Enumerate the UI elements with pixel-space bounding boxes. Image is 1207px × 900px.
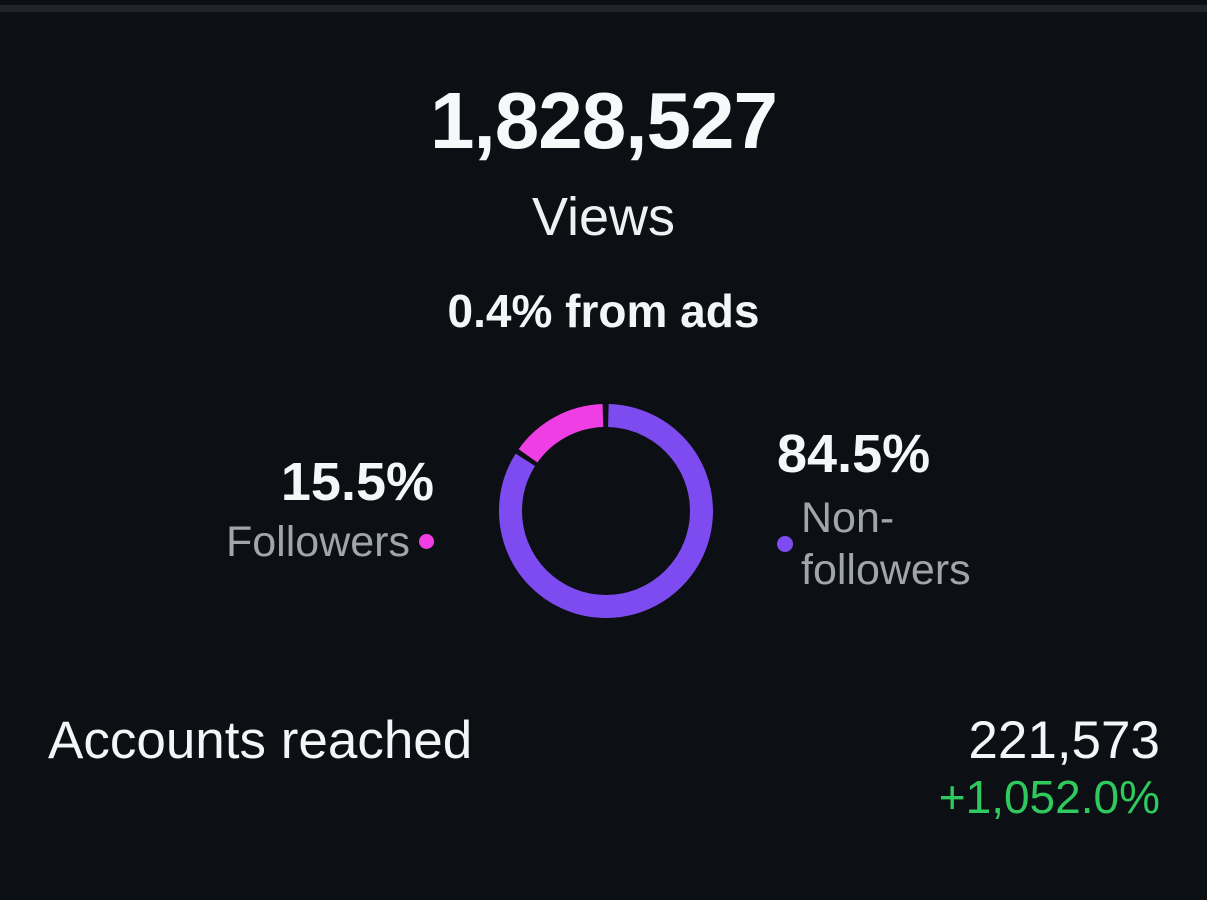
non-followers-dot-icon <box>777 536 793 552</box>
views-count: 1,828,527 <box>430 76 778 165</box>
accounts-reached-label: Accounts reached <box>48 711 473 770</box>
followers-percentage: 15.5% <box>280 452 434 512</box>
donut-segment-non-followers <box>499 404 713 618</box>
legend-followers: 15.5% Followers <box>226 452 434 568</box>
followers-label-row: Followers <box>226 516 434 568</box>
legend-non-followers: 84.5% Non-followers <box>777 424 1011 596</box>
accounts-reached-change: +1,052.0% <box>938 771 1160 823</box>
ads-percentage-note: 0.4% from ads <box>447 285 760 337</box>
accounts-reached-value: 221,573 <box>968 711 1160 770</box>
non-followers-percentage: 84.5% <box>777 424 931 484</box>
followers-dot-icon <box>419 534 434 550</box>
followers-label: Followers <box>226 518 410 566</box>
sheet-divider <box>0 5 1207 12</box>
views-label: Views <box>531 187 676 247</box>
followers-donut-chart <box>499 404 713 618</box>
non-followers-label: Non-followers <box>801 494 971 594</box>
accounts-reached-row[interactable]: Accounts reached 221,573 <box>48 712 1160 770</box>
